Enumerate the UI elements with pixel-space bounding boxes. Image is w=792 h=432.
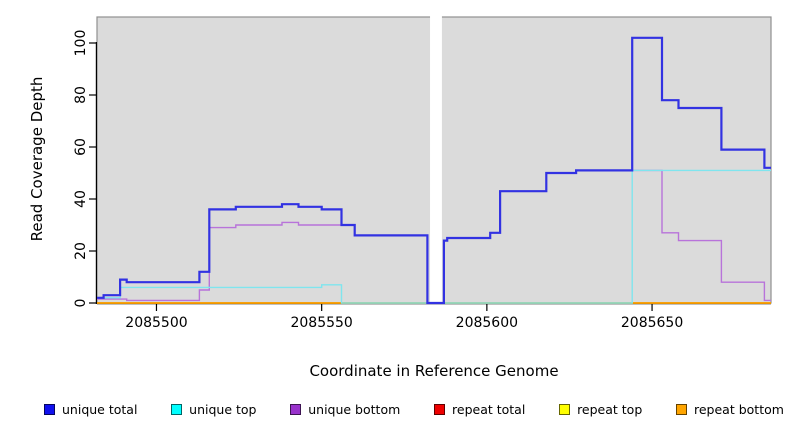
legend-label: repeat top [577, 401, 643, 417]
y-tick-label: 40 [73, 190, 89, 208]
series-unique-total [97, 36, 771, 305]
y-tick-label: 0 [73, 299, 89, 308]
y-tick-label: 60 [73, 138, 89, 156]
x-tick-label: 2085550 [290, 315, 352, 331]
legend-swatch-unique-bottom [290, 403, 302, 415]
legend-swatch-repeat-bottom [676, 403, 687, 415]
legend-item-repeat-bottom: repeat bottom [676, 402, 784, 417]
legend-item-unique-top: unique top [171, 402, 256, 417]
legend-item-repeat-top: repeat top [559, 402, 642, 417]
legend-label: unique top [189, 401, 257, 417]
legend-swatch-unique-top [171, 403, 183, 415]
legend-swatch-repeat-total [434, 403, 446, 415]
no-data-gap-band [430, 16, 442, 303]
legend-swatch-unique-total [44, 403, 55, 415]
y-tick-label: 20 [73, 242, 89, 260]
legend-swatch-repeat-top [559, 403, 571, 415]
legend-item-unique-total: unique total [44, 402, 137, 417]
legend-label: repeat bottom [694, 401, 784, 417]
x-tick-label: 2085600 [456, 315, 518, 331]
x-tick-label: 2085650 [621, 315, 683, 331]
legend-item-unique-bottom: unique bottom [290, 402, 400, 417]
y-tick-label: 80 [73, 86, 89, 104]
legend-label: unique bottom [308, 401, 401, 417]
legend-label: repeat total [452, 401, 526, 417]
x-tick-label: 2085500 [125, 315, 187, 331]
y-tick-label: 100 [73, 30, 89, 57]
y-axis-label: Read Coverage Depth [28, 76, 46, 242]
x-axis-label: Coordinate in Reference Genome [309, 362, 559, 380]
legend-item-repeat-total: repeat total [434, 402, 525, 417]
chart-legend: unique total unique top unique bottom repea… [44, 400, 784, 418]
legend-label: unique total [62, 401, 138, 417]
